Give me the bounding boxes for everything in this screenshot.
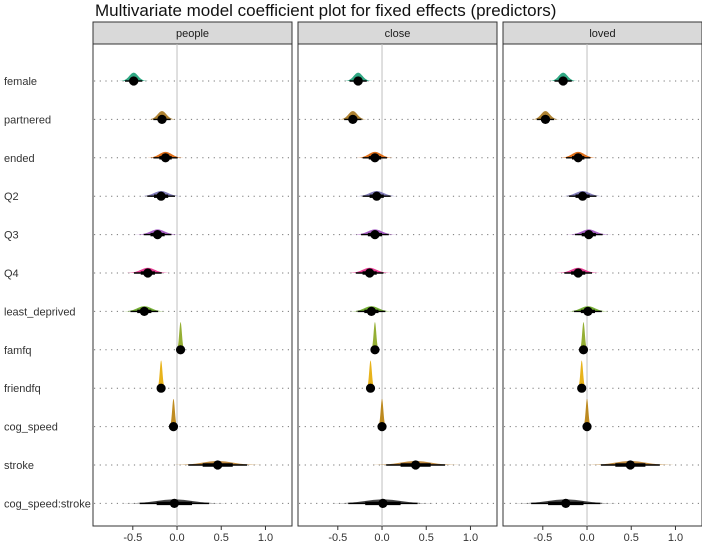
panel-people: people -0.5 0.0 0.5 1.0	[92, 21, 293, 543]
y-label-famfq: famfq	[4, 345, 32, 357]
point-people-least-deprived	[139, 306, 149, 316]
y-label-q3: Q3	[4, 230, 19, 242]
point-people-partnered	[157, 114, 167, 124]
point-loved-cog-speed-stroke	[561, 498, 571, 508]
strip-label-close: close	[385, 28, 411, 40]
density-loved-famfq	[579, 322, 588, 350]
y-label-cog-speed: cog_speed	[4, 422, 58, 434]
point-people-q2	[156, 191, 166, 201]
density-loved-friendfq	[577, 360, 586, 389]
strip-label-people: people	[176, 28, 209, 40]
x-tick-label: 0.0	[579, 532, 594, 543]
strip-label-loved: loved	[589, 28, 615, 40]
panel-frame-close	[297, 43, 498, 527]
chart-title: Multivariate model coefficient plot for …	[95, 1, 557, 20]
x-tick-label: 1.0	[668, 532, 683, 543]
panel-loved: loved -0.5 0.0 0.5 1.0	[502, 21, 702, 543]
point-close-cog-speed	[377, 422, 387, 432]
point-close-cog-speed-stroke	[378, 498, 388, 508]
point-close-q3	[370, 230, 380, 240]
point-close-stroke	[411, 460, 421, 470]
y-axis-labels: female partnered ended Q2 Q3 Q4 least_deprived…	[4, 76, 91, 510]
x-tick-label: -0.5	[123, 532, 142, 543]
point-people-ended	[160, 153, 171, 163]
x-tick-label: 1.0	[463, 532, 478, 543]
point-loved-famfq	[578, 345, 589, 355]
x-tick-label: -0.5	[533, 532, 552, 543]
point-loved-cog-speed	[582, 422, 592, 432]
point-loved-partnered	[540, 114, 551, 124]
point-close-female	[353, 76, 363, 86]
y-label-partnered: partnered	[4, 114, 51, 126]
point-people-female	[129, 76, 139, 86]
y-label-least-deprived: least_deprived	[4, 306, 76, 318]
density-people-cog-speed	[169, 398, 178, 427]
point-loved-ended	[573, 153, 583, 163]
x-tick-label: 0.0	[374, 532, 389, 543]
point-loved-least-deprived	[583, 306, 593, 316]
density-close-friendfq	[366, 360, 375, 389]
point-people-cog-speed	[168, 422, 179, 432]
point-people-q4	[143, 268, 153, 278]
point-close-friendfq	[365, 383, 376, 393]
x-tick-label: -0.5	[328, 532, 347, 543]
point-loved-q3	[584, 230, 594, 240]
y-label-ended: ended	[4, 153, 35, 165]
y-label-q4: Q4	[4, 268, 19, 280]
y-label-friendfq: friendfq	[4, 383, 41, 395]
x-tick-label: 0.0	[169, 532, 184, 543]
panel-frame-people	[92, 43, 293, 527]
point-close-least-deprived	[366, 306, 377, 316]
panel-close: close -0.5 0.0 0.5 1.0	[297, 21, 498, 543]
point-loved-q4	[573, 268, 583, 278]
point-loved-friendfq	[577, 383, 587, 393]
density-people-friendfq	[156, 360, 166, 389]
y-label-female: female	[4, 76, 37, 88]
y-label-q2: Q2	[4, 191, 19, 203]
point-people-stroke	[213, 460, 223, 470]
x-tick-label: 0.5	[214, 532, 229, 543]
density-close-cog-speed	[377, 398, 387, 427]
x-tick-label: 0.5	[624, 532, 639, 543]
point-close-q4	[365, 268, 375, 278]
y-label-stroke: stroke	[4, 460, 34, 472]
point-close-partnered	[348, 114, 358, 124]
density-loved-cog-speed	[582, 398, 592, 427]
y-label-cog-speed-stroke: cog_speed:stroke	[4, 498, 91, 510]
density-close-famfq	[370, 322, 380, 350]
point-people-friendfq	[156, 383, 166, 393]
x-tick-label: 0.5	[419, 532, 434, 543]
point-close-ended	[370, 153, 380, 163]
point-people-q3	[152, 230, 163, 240]
point-loved-female	[558, 76, 568, 86]
point-loved-stroke	[625, 460, 635, 470]
point-people-famfq	[175, 345, 186, 355]
panel-frame-loved	[502, 43, 702, 527]
density-people-famfq	[176, 322, 185, 350]
x-tick-label: 1.0	[258, 532, 273, 543]
point-close-famfq	[370, 345, 380, 355]
point-close-q2	[372, 191, 382, 201]
point-loved-q2	[578, 191, 588, 201]
point-people-cog-speed-stroke	[169, 498, 179, 508]
